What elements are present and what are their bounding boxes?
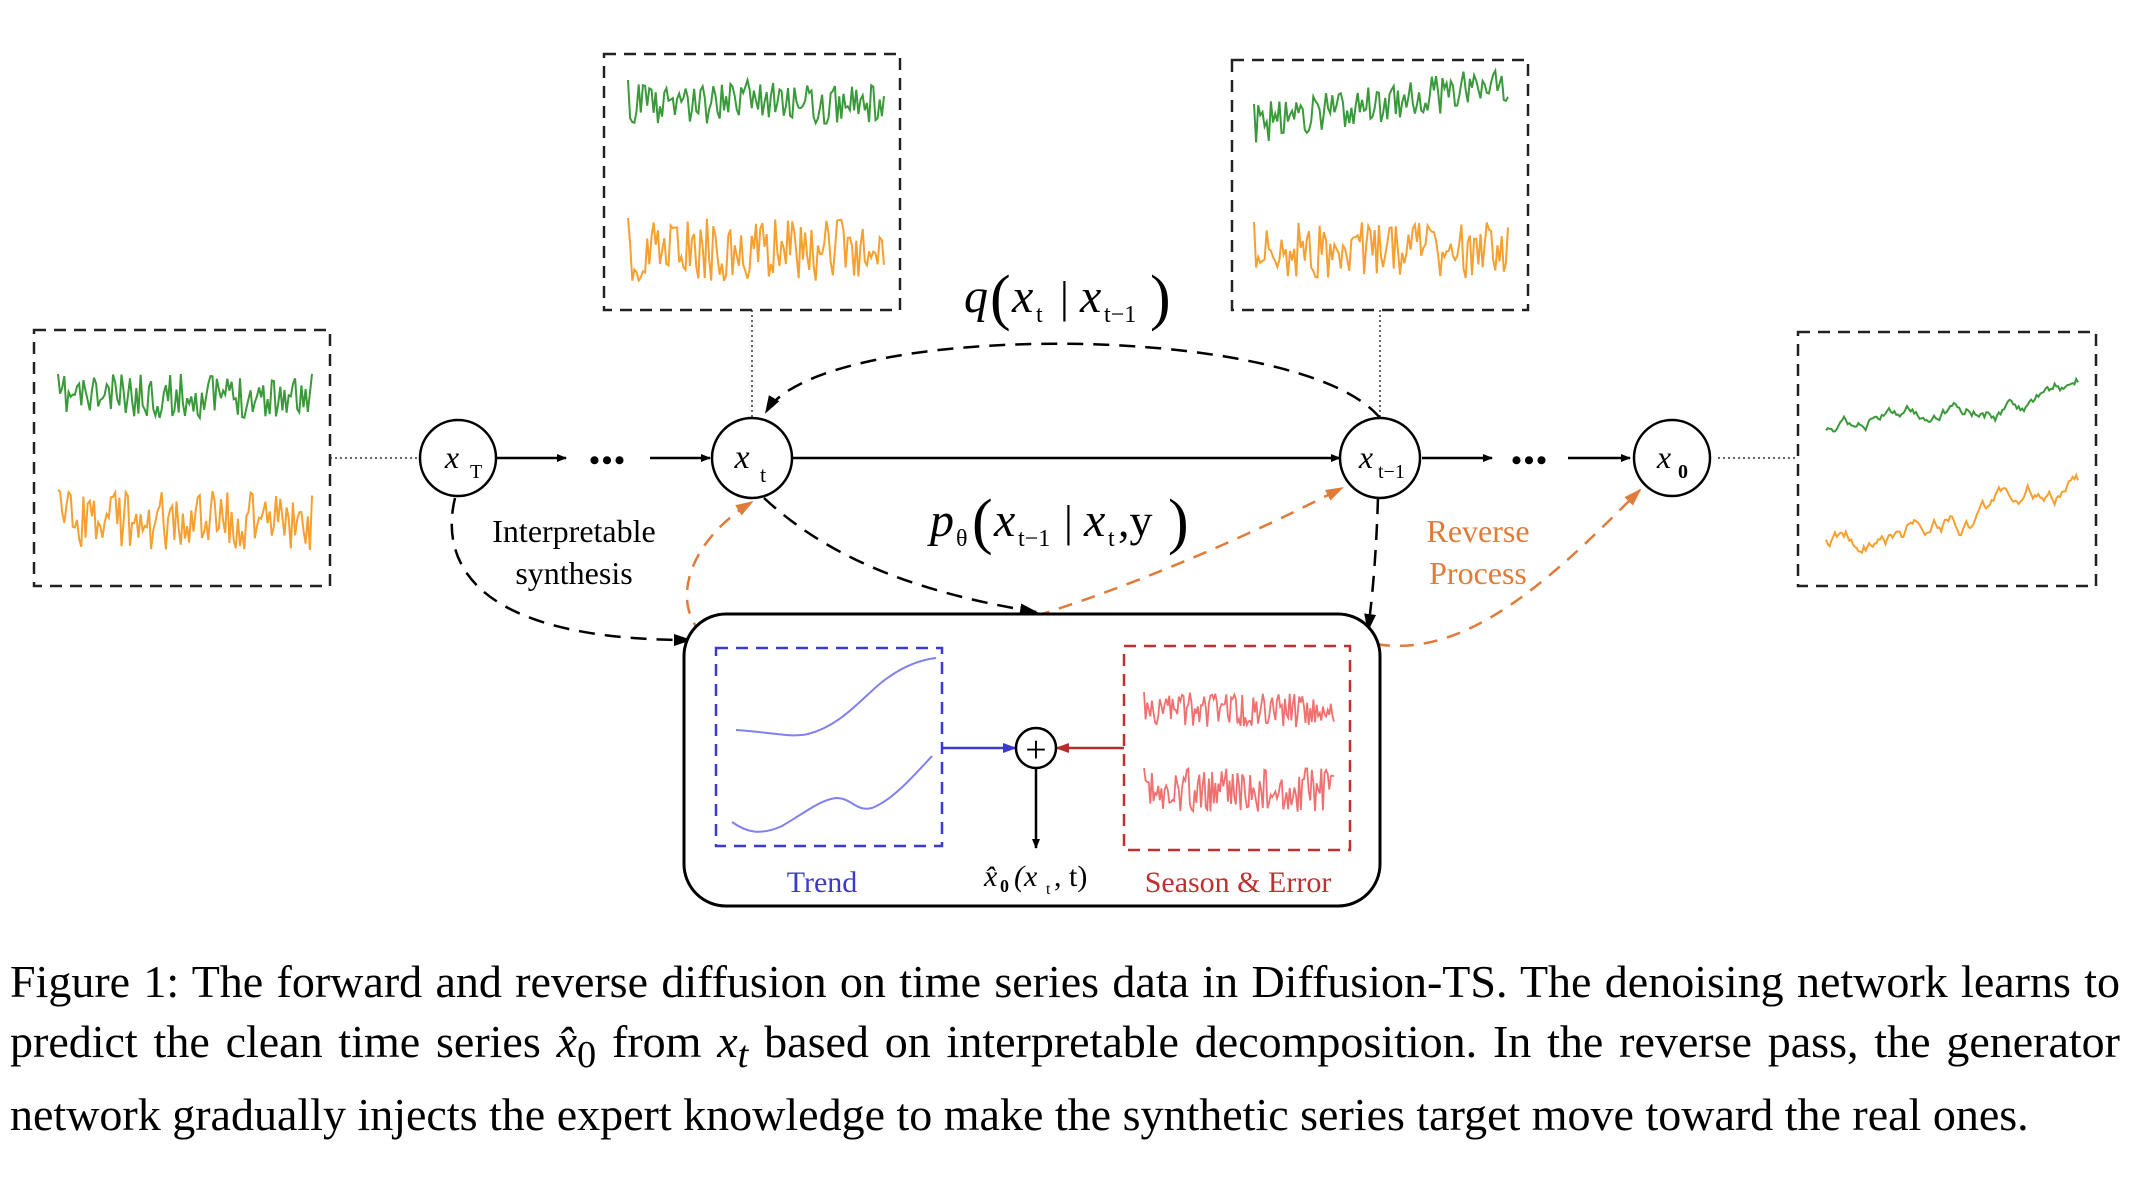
caption-xt-sub: t xyxy=(737,1034,749,1077)
caption-x0hat: x̂ xyxy=(556,1016,577,1067)
svg-text:t: t xyxy=(1108,526,1115,552)
node-xt: x t xyxy=(710,416,794,500)
forward-q-arrow xyxy=(764,342,1381,419)
node-xT: x T xyxy=(418,418,498,498)
trend-curve-upper xyxy=(735,657,937,737)
forward-q-label: q ( x t | x t−1 ) xyxy=(964,264,1171,332)
caption-x0-sub: 0 xyxy=(577,1034,597,1077)
clean-series-green xyxy=(1825,376,2079,433)
svg-text:, t): , t) xyxy=(1054,860,1087,893)
season-error-panel xyxy=(1122,644,1352,852)
caption-lead: Figure 1: The forward and reverse diffus… xyxy=(10,956,2120,1067)
svg-text:): ) xyxy=(1168,488,1189,556)
svg-text:|: | xyxy=(1060,273,1069,322)
xt-to-network-arrow xyxy=(763,497,1038,616)
clean-series-orange xyxy=(1825,472,2079,555)
interpretable-label-line2: synthesis xyxy=(515,555,632,591)
noisy-series-orange xyxy=(1253,221,1509,279)
diffusion-diagram: ••• ••• x T x t x t−1 x 0 q ( x t | x xyxy=(32,52,2098,908)
reverse-p-label: p θ ( x t−1 | x t ,y ) xyxy=(927,488,1189,556)
reverse-arrows xyxy=(685,486,1642,647)
svg-text:t−1: t−1 xyxy=(1018,526,1050,552)
panel-right-x0 xyxy=(1796,330,2098,588)
svg-text:x: x xyxy=(1083,494,1105,547)
svg-text:x: x xyxy=(1656,439,1671,475)
noisy-series-green xyxy=(627,76,885,126)
svg-text:,y: ,y xyxy=(1118,495,1153,546)
svg-text:t: t xyxy=(1036,302,1043,328)
svg-text:θ: θ xyxy=(956,526,968,552)
svg-text:t−1: t−1 xyxy=(1104,302,1136,328)
caption-xt: x xyxy=(717,1016,738,1067)
panel-left-xT xyxy=(32,328,332,588)
caption-mid: from xyxy=(596,1016,718,1067)
figure-caption: Figure 1: The forward and reverse diffus… xyxy=(10,952,2120,1145)
noisy-series-orange xyxy=(627,217,885,283)
svg-text:p: p xyxy=(927,494,954,547)
ellipsis-left: ••• xyxy=(589,444,627,477)
svg-text:x: x xyxy=(444,439,459,475)
svg-text:(: ( xyxy=(972,488,993,556)
interpretable-label-line1: Interpretable xyxy=(492,513,655,549)
svg-text:(: ( xyxy=(990,264,1011,332)
node-x0: x 0 xyxy=(1632,418,1712,498)
svg-text:x: x xyxy=(1358,439,1373,475)
trend-label: Trend xyxy=(787,866,858,899)
svg-text:t: t xyxy=(1046,881,1051,898)
dotted-connectors xyxy=(330,310,1798,459)
svg-text:t: t xyxy=(760,462,766,487)
noisy-series-green xyxy=(57,373,313,421)
svg-text:x: x xyxy=(1079,270,1101,323)
svg-text:q: q xyxy=(964,270,988,323)
ellipsis-right: ••• xyxy=(1511,444,1549,477)
svg-text:t−1: t−1 xyxy=(1378,461,1405,483)
svg-text:x: x xyxy=(1011,270,1033,323)
plus-symbol: + xyxy=(1025,729,1046,771)
reverse-process-label-line1: Reverse xyxy=(1426,513,1529,549)
noisy-series-green xyxy=(1253,67,1509,143)
svg-text:0: 0 xyxy=(1000,876,1009,896)
season-series-lower xyxy=(1143,766,1335,814)
season-series-upper xyxy=(1143,691,1335,728)
svg-text:x: x xyxy=(733,439,749,476)
svg-text:0: 0 xyxy=(1678,461,1688,483)
noisy-series-orange xyxy=(57,488,313,551)
svg-text:(x: (x xyxy=(1014,860,1038,893)
svg-text:x̂: x̂ xyxy=(983,860,998,893)
trend-curve-lower xyxy=(731,755,933,833)
interpretable-arrow xyxy=(450,497,692,646)
svg-text:|: | xyxy=(1064,497,1073,546)
svg-text:): ) xyxy=(1150,264,1171,332)
panel-top-xt-1 xyxy=(1230,58,1530,312)
node-xt-1: x t−1 xyxy=(1338,416,1422,500)
svg-text:T: T xyxy=(470,461,482,483)
svg-text:x: x xyxy=(993,494,1015,547)
xt1-to-network-arrow xyxy=(1364,497,1380,632)
season-error-label: Season & Error xyxy=(1145,866,1332,899)
output-label: x̂ 0 (x t , t) xyxy=(983,860,1087,898)
caption-tail: based on interpretable decomposition. In… xyxy=(10,1016,2120,1141)
panel-top-xt xyxy=(602,52,902,312)
reverse-process-label-line2: Process xyxy=(1429,555,1527,591)
denoising-network-block: Trend Season & Error + x̂ 0 (x t , t) xyxy=(682,612,1382,908)
